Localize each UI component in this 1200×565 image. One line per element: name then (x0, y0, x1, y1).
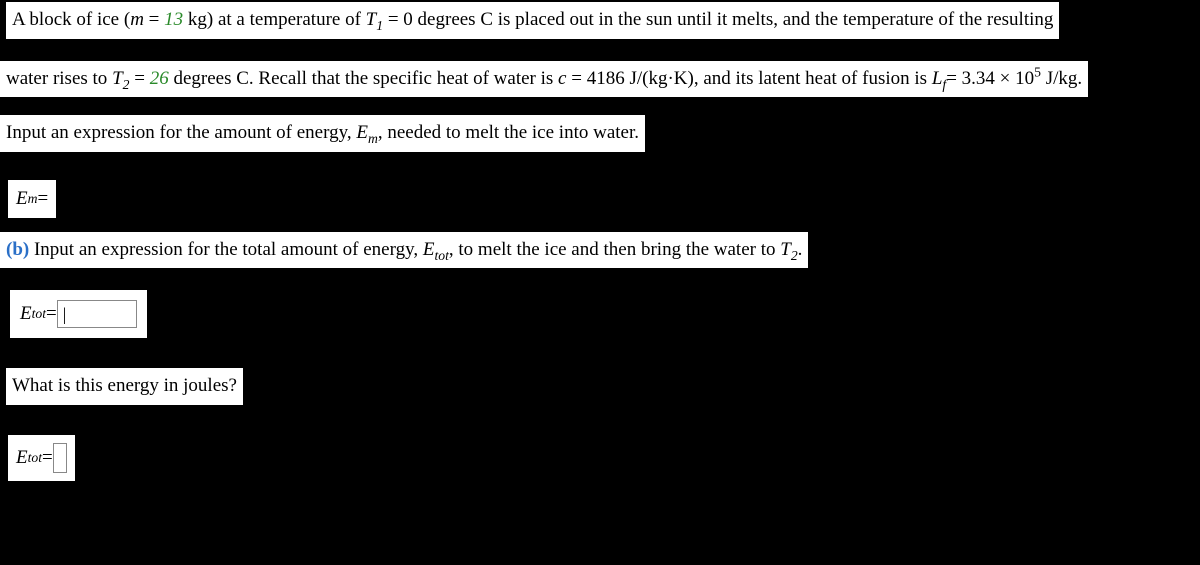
text: What is this energy in joules? (12, 375, 237, 396)
exp-5: 5 (1034, 64, 1041, 79)
part-a-prompt: Input an expression for the amount of en… (0, 115, 645, 152)
var-T1: T (366, 9, 377, 30)
answer-var-Em: E (16, 188, 28, 210)
var-Etot: E (423, 239, 435, 260)
problem-line-1: A block of ice (m = 13 kg) at a temperat… (6, 2, 1059, 39)
etot-expression-input[interactable] (57, 300, 137, 328)
etot-joules-input[interactable] (53, 443, 67, 473)
sub-2b: 2 (791, 247, 798, 262)
text: = (129, 68, 149, 89)
text: = 0 degrees C is placed out in the sun u… (383, 9, 1053, 30)
text: J/kg. (1041, 68, 1082, 89)
text: = 4186 J/(kg·K), and its latent heat of … (566, 68, 931, 89)
var-Em: E (356, 122, 368, 143)
problem-line-2: water rises to T2 = 26 degrees C. Recall… (0, 61, 1088, 98)
part-c-answer-wrap: Etot = (8, 435, 75, 481)
text: . (798, 239, 803, 260)
text: Input an expression for the total amount… (29, 239, 423, 260)
text: Input an expression for the amount of en… (6, 122, 356, 143)
var-Lf: L (932, 68, 943, 89)
part-c-prompt: What is this energy in joules? (6, 368, 243, 405)
text: degrees C. Recall that the specific heat… (169, 68, 558, 89)
text: A block of ice ( (12, 9, 130, 30)
answer-eq-b: = (46, 303, 57, 325)
given-temp2: 26 (150, 68, 169, 89)
part-b-label: (b) (6, 239, 29, 260)
sub-m: m (368, 131, 378, 146)
text: = (144, 9, 164, 30)
answer-var-Etot-c: E (16, 447, 28, 469)
given-mass: 13 (164, 9, 183, 30)
text: kg) at a temperature of (183, 9, 366, 30)
part-b-prompt: (b) Input an expression for the total am… (0, 232, 808, 269)
text: water rises to (6, 68, 112, 89)
answer-eq: = (37, 188, 48, 210)
part-a-answer-wrap: Em = (8, 180, 56, 218)
sub-tot: tot (434, 247, 448, 262)
answer-eq-c: = (42, 447, 53, 469)
text: = 3.34 × 10 (946, 68, 1034, 89)
var-T2b: T (780, 239, 791, 260)
var-T2: T (112, 68, 123, 89)
part-b-answer-wrap: Etot = (10, 290, 147, 338)
var-m: m (130, 9, 144, 30)
text: , to melt the ice and then bring the wat… (449, 239, 780, 260)
text: , needed to melt the ice into water. (378, 122, 639, 143)
answer-var-Etot: E (20, 303, 32, 325)
